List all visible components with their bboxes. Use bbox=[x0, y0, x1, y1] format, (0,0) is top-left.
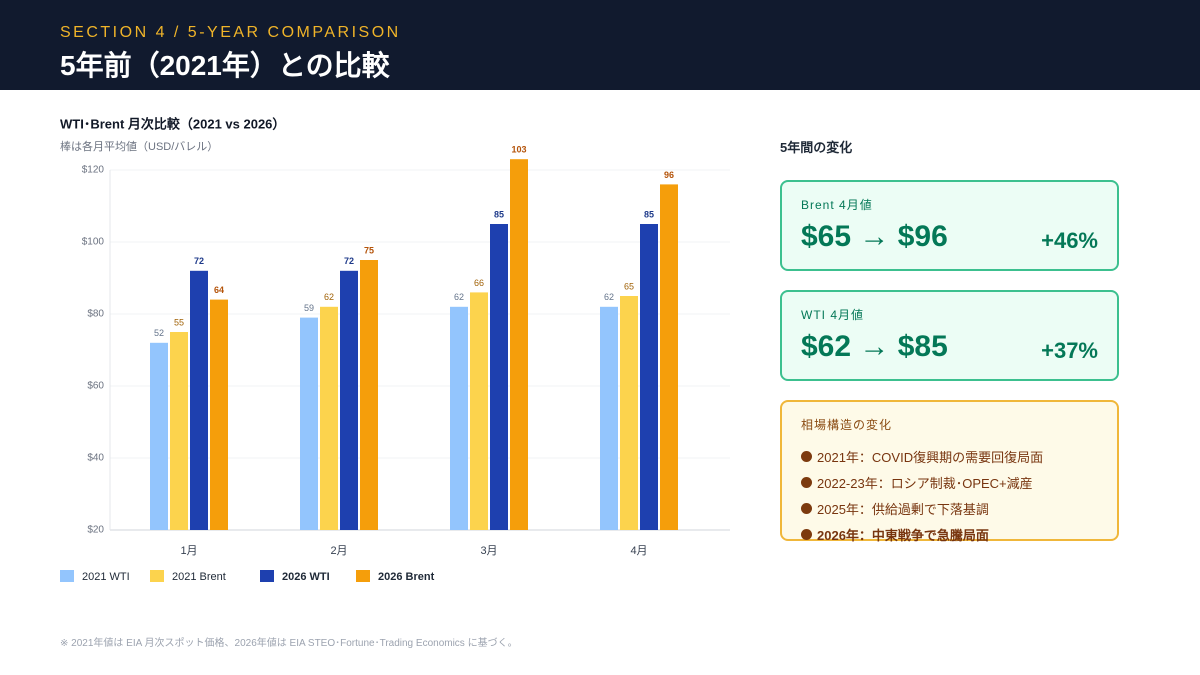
value-label: 62 bbox=[604, 292, 614, 302]
change-card: Brent 4月値 $65 → $96 +46% bbox=[780, 180, 1119, 271]
bar bbox=[660, 184, 678, 530]
bar bbox=[360, 260, 378, 530]
card-value: $62 → $85 bbox=[801, 330, 948, 363]
value-label: 85 bbox=[494, 209, 504, 219]
card-change: +37% bbox=[1041, 338, 1098, 363]
value-label: 96 bbox=[664, 170, 674, 180]
bar bbox=[170, 332, 188, 530]
y-tick-label: $60 bbox=[87, 381, 104, 392]
bar bbox=[510, 159, 528, 530]
bar bbox=[300, 317, 318, 530]
section-heading: 5年間の変化 bbox=[780, 140, 853, 155]
y-tick-label: $80 bbox=[87, 309, 104, 320]
legend-swatch bbox=[356, 570, 370, 582]
bar bbox=[600, 306, 618, 530]
item-text: 2025年：供給過剰で下落基調 bbox=[817, 502, 989, 517]
value-label: 103 bbox=[511, 145, 526, 155]
bar bbox=[470, 292, 488, 530]
slide-title: 5年前（2021年）との比較 bbox=[60, 50, 390, 81]
bullet bbox=[801, 529, 812, 540]
bar bbox=[210, 299, 228, 530]
item-text: 2026年：中東戦争で急騰局面 bbox=[817, 528, 989, 543]
header-bar bbox=[0, 0, 1200, 90]
list-item: 2025年：供給過剰で下落基調 bbox=[801, 499, 989, 518]
legend-swatch bbox=[150, 570, 164, 582]
bullet bbox=[801, 451, 812, 462]
value-label: 65 bbox=[624, 281, 634, 291]
y-tick-label: $100 bbox=[82, 237, 105, 248]
value-label: 72 bbox=[344, 256, 354, 266]
structure-card: 相場構造の変化 2021年：COVID復興期の需要回復局面 2022-23年：ロ… bbox=[780, 400, 1119, 544]
x-tick-label: 1月 bbox=[180, 545, 197, 557]
legend-swatch bbox=[260, 570, 274, 582]
bar bbox=[490, 224, 508, 530]
bar bbox=[640, 224, 658, 530]
value-label: 59 bbox=[304, 303, 314, 313]
legend-label: 2026 Brent bbox=[378, 571, 435, 583]
legend-label: 2021 Brent bbox=[172, 571, 226, 583]
x-tick-label: 3月 bbox=[480, 545, 497, 557]
x-tick-label: 4月 bbox=[630, 545, 647, 557]
value-label: 62 bbox=[324, 292, 334, 302]
chart-title: WTI･Brent 月次比較（2021 vs 2026） bbox=[60, 116, 285, 131]
legend-label: 2021 WTI bbox=[82, 571, 130, 583]
y-tick-label: $20 bbox=[87, 525, 104, 536]
bar bbox=[320, 306, 338, 530]
list-item: 2021年：COVID復興期の需要回復局面 bbox=[801, 447, 1043, 466]
value-label: 64 bbox=[214, 285, 224, 295]
card-value: $65 → $96 bbox=[801, 220, 948, 253]
card-label: 相場構造の変化 bbox=[801, 418, 893, 432]
value-label: 52 bbox=[154, 328, 164, 338]
card-change: +46% bbox=[1041, 228, 1098, 253]
footnote: ※ 2021年値は EIA 月次スポット価格、2026年値は EIA STEO･… bbox=[60, 638, 518, 649]
card-label: WTI 4月値 bbox=[801, 308, 864, 322]
x-tick-label: 2月 bbox=[330, 545, 347, 557]
bar bbox=[190, 270, 208, 530]
bar bbox=[340, 270, 358, 530]
value-label: 55 bbox=[174, 317, 184, 327]
change-card: WTI 4月値 $62 → $85 +37% bbox=[780, 290, 1119, 381]
list-item: 2026年：中東戦争で急騰局面 bbox=[801, 525, 989, 544]
value-label: 72 bbox=[194, 256, 204, 266]
legend-swatch bbox=[60, 570, 74, 582]
value-label: 66 bbox=[474, 278, 484, 288]
section-label: SECTION 4 / 5-YEAR COMPARISON bbox=[60, 24, 401, 41]
bar bbox=[150, 342, 168, 530]
bar bbox=[620, 296, 638, 530]
list-item: 2022-23年：ロシア制裁･OPEC+減産 bbox=[801, 473, 1033, 492]
item-text: 2021年：COVID復興期の需要回復局面 bbox=[817, 450, 1044, 465]
card-label: Brent 4月値 bbox=[801, 198, 873, 212]
legend-label: 2026 WTI bbox=[282, 571, 330, 583]
chart: WTI･Brent 月次比較（2021 vs 2026） 棒は各月平均値（USD… bbox=[60, 116, 730, 583]
item-text: 2022-23年：ロシア制裁･OPEC+減産 bbox=[817, 476, 1033, 491]
value-label: 85 bbox=[644, 209, 654, 219]
y-tick-label: $120 bbox=[82, 165, 105, 176]
bullet bbox=[801, 477, 812, 488]
bar bbox=[450, 306, 468, 530]
value-label: 62 bbox=[454, 292, 464, 302]
value-label: 75 bbox=[364, 245, 374, 255]
bullet bbox=[801, 503, 812, 514]
chart-subtitle: 棒は各月平均値（USD/バレル） bbox=[60, 139, 218, 153]
y-tick-label: $40 bbox=[87, 453, 104, 464]
